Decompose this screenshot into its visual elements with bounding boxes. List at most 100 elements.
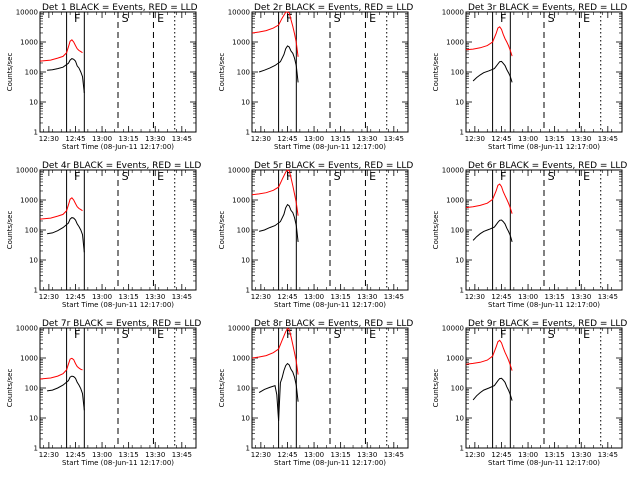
x-tick-label: 12:30 — [251, 135, 271, 143]
plot-panel: Det 2r BLACK = Events, RED = LLD 1 10 100 10… — [218, 3, 413, 151]
y-tick-label: 10000 — [16, 325, 38, 333]
x-tick-label: 13:00 — [518, 293, 538, 301]
panel-title: Det 5r BLACK = Events, RED = LLD — [254, 161, 413, 171]
marker-label: E — [583, 328, 590, 341]
x-tick-label: 12:30 — [465, 135, 485, 143]
x-tick-label: 13:30 — [571, 293, 591, 301]
marker-label: S — [334, 12, 341, 25]
lld-series-line — [39, 39, 83, 62]
marker-label: F — [74, 328, 80, 341]
marker-label: F — [500, 328, 506, 341]
marker-label: S — [122, 12, 129, 25]
x-tick-label: 13:15 — [545, 293, 565, 301]
x-tick-label: 13:45 — [172, 135, 192, 143]
lld-series-line — [251, 11, 299, 57]
x-tick-label: 13:30 — [145, 451, 165, 459]
x-tick-label: 13:15 — [545, 451, 565, 459]
x-tick-label: 13:00 — [518, 135, 538, 143]
y-tick-label: 10000 — [442, 167, 464, 175]
marker-label: S — [122, 170, 129, 183]
marker-label: F — [286, 328, 292, 341]
x-tick-label: 13:45 — [384, 451, 404, 459]
marker-label: F — [286, 12, 292, 25]
x-tick-label: 13:00 — [92, 135, 112, 143]
y-tick-label: 100 — [237, 69, 250, 77]
events-series-line — [258, 362, 299, 421]
x-tick-label: 13:45 — [384, 293, 404, 301]
y-tick-label: 10 — [29, 257, 38, 265]
marker-label: F — [286, 170, 292, 183]
y-tick-label: 10000 — [442, 325, 464, 333]
x-tick-label: 13:00 — [304, 451, 324, 459]
panel-title: Det 4r BLACK = Events, RED = LLD — [42, 161, 201, 171]
marker-label: S — [334, 328, 341, 341]
y-axis-label: Counts/sec — [218, 53, 226, 92]
events-series-line — [47, 375, 85, 411]
y-tick-label: 100 — [25, 385, 38, 393]
marker-label: F — [74, 12, 80, 25]
marker-label: E — [157, 170, 164, 183]
x-tick-label: 13:30 — [357, 293, 377, 301]
x-tick-label: 13:15 — [119, 293, 139, 301]
lld-series-line — [465, 183, 513, 214]
x-axis-label: Start Time (08-Jun-11 12:17:00) — [488, 459, 600, 467]
marker-label: S — [122, 328, 129, 341]
x-tick-label: 13:45 — [598, 293, 618, 301]
y-tick-label: 1000 — [446, 197, 464, 205]
x-tick-label: 12:45 — [65, 451, 85, 459]
panel-title: Det 1 BLACK = Events, RED = LLD — [42, 3, 198, 13]
x-tick-label: 13:00 — [92, 293, 112, 301]
y-tick-label: 1 — [460, 287, 464, 295]
y-tick-label: 10000 — [228, 9, 250, 17]
y-axis-label: Counts/sec — [6, 211, 14, 250]
lld-series-line — [251, 169, 299, 216]
x-tick-label: 12:45 — [277, 293, 297, 301]
marker-label: E — [369, 12, 376, 25]
y-axis-label: Counts/sec — [432, 369, 440, 408]
panel-title: Det 6r BLACK = Events, RED = LLD — [468, 161, 627, 171]
y-tick-label: 10 — [29, 415, 38, 423]
y-tick-label: 1000 — [232, 197, 250, 205]
x-tick-label: 13:30 — [145, 135, 165, 143]
x-tick-label: 13:30 — [145, 293, 165, 301]
marker-label: S — [334, 170, 341, 183]
marker-label: E — [583, 12, 590, 25]
x-tick-label: 12:45 — [65, 293, 85, 301]
y-tick-label: 10 — [241, 99, 250, 107]
x-tick-label: 13:45 — [384, 135, 404, 143]
events-series-line — [472, 60, 513, 83]
events-series-line — [258, 45, 299, 83]
x-tick-label: 13:15 — [119, 135, 139, 143]
y-tick-label: 1000 — [446, 39, 464, 47]
y-tick-label: 100 — [451, 385, 464, 393]
x-axis-label: Start Time (08-Jun-11 12:17:00) — [488, 301, 600, 309]
x-tick-label: 13:45 — [598, 451, 618, 459]
y-axis-label: Counts/sec — [218, 211, 226, 250]
x-tick-label: 13:15 — [331, 135, 351, 143]
y-tick-label: 100 — [237, 227, 250, 235]
x-axis-label: Start Time (08-Jun-11 12:17:00) — [274, 143, 386, 151]
x-tick-label: 12:30 — [39, 451, 59, 459]
y-tick-label: 100 — [451, 69, 464, 77]
y-tick-label: 1000 — [232, 355, 250, 363]
x-tick-label: 12:45 — [65, 135, 85, 143]
x-tick-label: 13:15 — [331, 451, 351, 459]
x-tick-label: 12:45 — [277, 135, 297, 143]
y-tick-label: 10 — [455, 99, 464, 107]
events-series-line — [47, 58, 85, 94]
y-axis-label: Counts/sec — [6, 369, 14, 408]
x-tick-label: 13:30 — [571, 451, 591, 459]
events-series-line — [258, 203, 299, 242]
lld-series-line — [39, 197, 83, 220]
marker-label: E — [369, 328, 376, 341]
events-series-line — [47, 217, 85, 253]
plot-panel: Det 9r BLACK = Events, RED = LLD 1 10 100 10… — [432, 319, 627, 467]
y-tick-label: 100 — [237, 385, 250, 393]
x-tick-label: 12:30 — [251, 293, 271, 301]
y-tick-label: 100 — [451, 227, 464, 235]
panel-title: Det 9r BLACK = Events, RED = LLD — [468, 319, 627, 329]
y-tick-label: 1 — [246, 287, 250, 295]
plot-panel: Det 8r BLACK = Events, RED = LLD 1 10 100 10… — [218, 319, 413, 467]
x-tick-label: 13:45 — [598, 135, 618, 143]
x-tick-label: 12:45 — [491, 293, 511, 301]
